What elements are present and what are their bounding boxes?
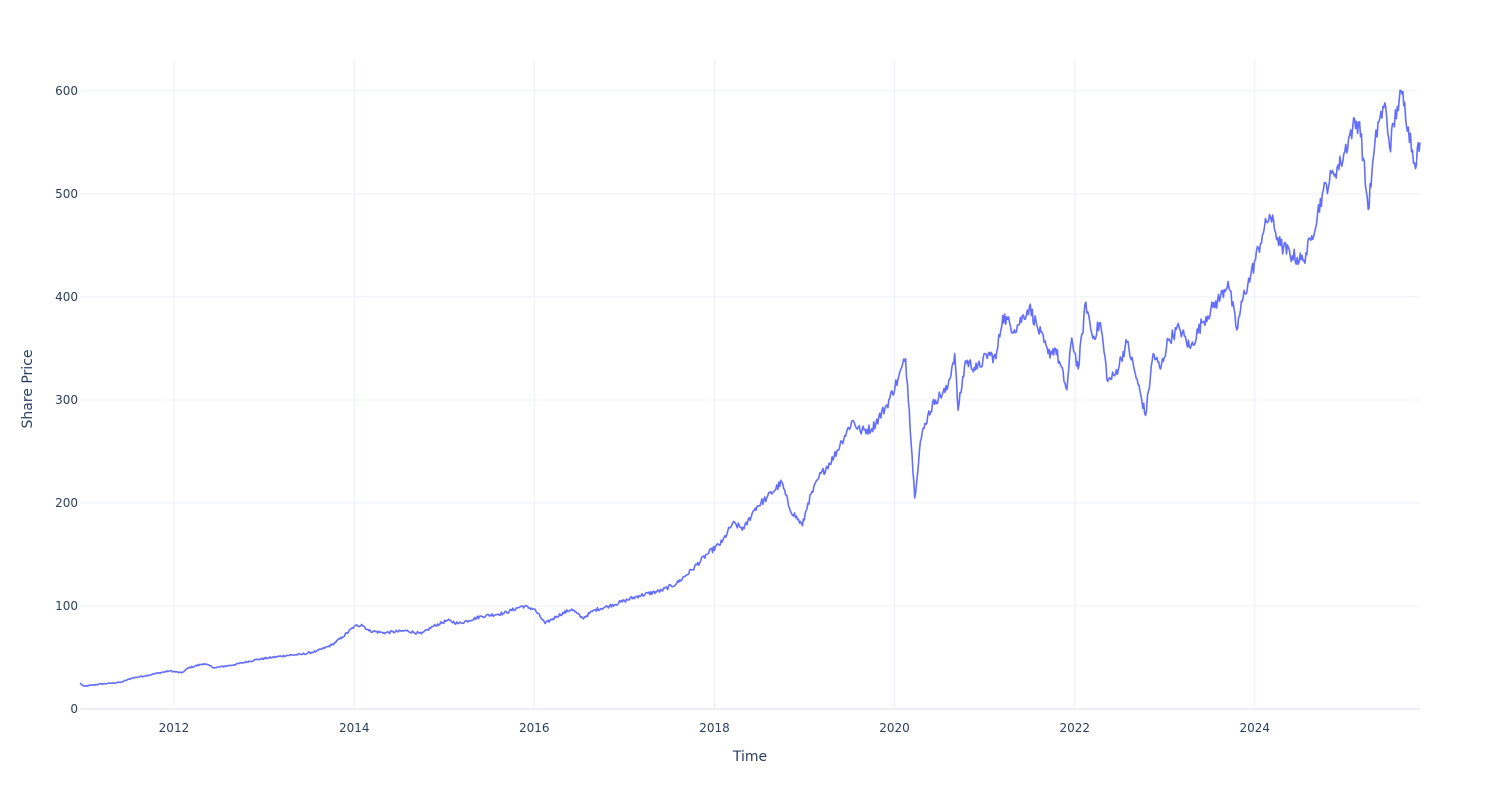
y-tick-labels: 0 100 200 300 400 500 600 <box>55 84 78 716</box>
y-tick-label: 0 <box>70 702 78 716</box>
x-tick-label: 2014 <box>339 721 370 735</box>
y-tick-label: 300 <box>55 393 78 407</box>
x-tick-label: 2022 <box>1059 721 1090 735</box>
x-tick-labels: 2012 2014 2016 2018 2020 2022 2024 <box>159 721 1270 735</box>
x-tick-label: 2018 <box>699 721 730 735</box>
y-tick-label: 100 <box>55 599 78 613</box>
share-price-line <box>79 89 1421 688</box>
y-tick-label: 500 <box>55 187 78 201</box>
x-tick-label: 2020 <box>879 721 910 735</box>
x-axis-title: Time <box>732 749 767 765</box>
series-layer <box>79 89 1421 688</box>
x-tick-label: 2024 <box>1240 721 1271 735</box>
y-tick-label: 600 <box>55 84 78 98</box>
y-axis-title: Share Price <box>20 349 36 428</box>
y-tick-label: 400 <box>55 290 78 304</box>
y-tick-label: 200 <box>55 496 78 510</box>
y-gridlines <box>80 90 1420 710</box>
x-gridlines <box>173 60 1256 709</box>
x-tick-label: 2012 <box>159 721 190 735</box>
x-tick-label: 2016 <box>519 721 550 735</box>
